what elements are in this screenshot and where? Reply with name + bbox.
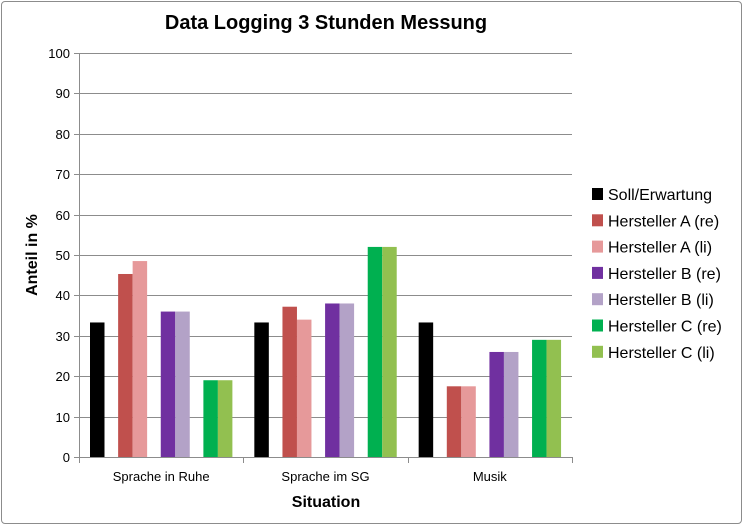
- legend-swatch-4: [592, 266, 603, 279]
- legend-label-3: Hersteller A (li): [608, 240, 712, 257]
- x-axis-title: Situation: [292, 494, 360, 511]
- legend-label-2: Hersteller A (re): [608, 213, 719, 230]
- legend-swatch-1: [592, 188, 603, 200]
- legend-label-1: Soll/Erwartung: [608, 187, 712, 204]
- bar-6-3: [532, 339, 547, 457]
- y-tick-label: 20: [56, 369, 70, 384]
- y-tick-label: 100: [48, 46, 70, 61]
- legend-swatch-7: [592, 345, 603, 358]
- legend-swatch-2: [592, 214, 603, 227]
- legend-label-5: Hersteller B (li): [608, 292, 714, 309]
- bar-7-1: [217, 380, 233, 457]
- bar-3-2: [296, 319, 312, 457]
- legend: Soll/Erwartung Hersteller A (re) Herstelle…: [592, 187, 722, 362]
- bar-3-1: [132, 261, 148, 457]
- bar-1-1: [90, 322, 105, 457]
- bar-5-3: [503, 351, 519, 457]
- legend-label-6: Hersteller C (re): [608, 319, 722, 336]
- y-tick-label: 80: [56, 127, 70, 142]
- legend-swatch-3: [592, 240, 603, 253]
- bar-7-3: [546, 339, 562, 457]
- y-tick-labels: 0 10 20 30 40 50 60 70 80 90 100: [48, 46, 70, 465]
- x-tick-label: Musik: [473, 469, 507, 484]
- bar-7-2: [382, 246, 397, 457]
- y-tick-label: 70: [56, 167, 70, 182]
- x-tick-label: Sprache in Ruhe: [113, 469, 210, 484]
- bar-6-2: [367, 246, 383, 457]
- chart-title: Data Logging 3 Stunden Messung: [165, 12, 487, 34]
- legend-label-7: Hersteller C (li): [608, 345, 715, 362]
- y-tick-label: 60: [56, 208, 70, 223]
- bar-1-3: [418, 322, 434, 457]
- bar-2-2: [282, 306, 297, 457]
- y-axis-title: Anteil in %: [24, 214, 41, 296]
- bar-5-1: [175, 311, 190, 457]
- x-tick-labels: Sprache in Ruhe Sprache im SG Musik: [113, 469, 507, 484]
- y-tick-label: 0: [63, 450, 70, 465]
- y-tick-label: 40: [56, 288, 70, 303]
- y-tick-label: 90: [56, 86, 70, 101]
- bar-1-2: [254, 322, 269, 457]
- x-tick-label: Sprache im SG: [281, 469, 369, 484]
- legend-swatch-6: [592, 319, 603, 332]
- legend-label-4: Hersteller B (re): [608, 266, 721, 283]
- bar-4-1: [160, 311, 176, 457]
- gridlines: [74, 53, 573, 463]
- y-tick-label: 10: [56, 410, 70, 425]
- bar-6-1: [203, 380, 218, 457]
- bar-5-2: [339, 303, 355, 457]
- bar-3-3: [461, 386, 476, 457]
- bar-4-3: [489, 351, 504, 457]
- legend-swatch-5: [592, 293, 603, 306]
- bar-2-3: [446, 386, 462, 457]
- y-tick-label: 30: [56, 329, 70, 344]
- bar-4-2: [325, 303, 340, 457]
- bar-2-1: [118, 273, 133, 457]
- bars: [90, 246, 562, 457]
- y-tick-label: 50: [56, 248, 70, 263]
